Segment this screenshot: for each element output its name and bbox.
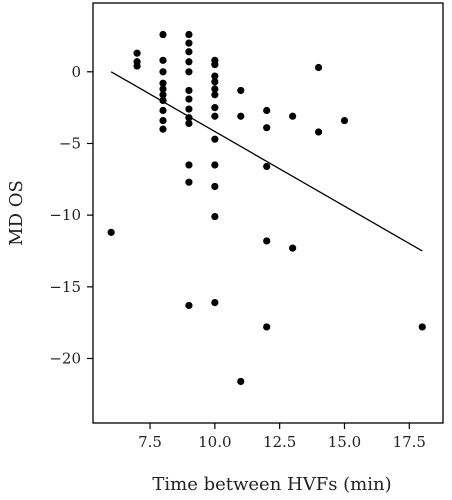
data-point [185, 161, 193, 169]
data-point [211, 85, 219, 93]
regression-line-group [110, 71, 423, 252]
data-points [107, 30, 426, 386]
data-point [211, 91, 219, 99]
data-point [185, 114, 193, 122]
x-axis-ticks: 7.5 10.0 12.5 15.0 17.5 [138, 423, 426, 451]
data-point [185, 30, 193, 39]
data-point [211, 104, 219, 112]
data-point [159, 91, 167, 99]
data-point [159, 68, 167, 76]
data-point [314, 63, 323, 72]
data-point [289, 112, 297, 120]
data-point [211, 135, 219, 143]
data-point [159, 30, 167, 39]
data-point [159, 56, 167, 64]
data-point [237, 112, 245, 120]
data-point [314, 128, 323, 136]
data-point [263, 237, 271, 245]
x-tick-label: 10.0 [198, 433, 231, 451]
data-point [185, 95, 193, 103]
data-point [107, 228, 115, 236]
data-point [185, 58, 193, 66]
data-point [211, 212, 219, 221]
data-point [263, 124, 271, 132]
data-point [211, 61, 219, 69]
y-tick-label: −10 [49, 206, 81, 224]
data-point [159, 106, 167, 115]
data-point [211, 298, 219, 307]
data-point [159, 96, 167, 105]
y-tick-label: −5 [59, 134, 81, 152]
x-tick-label: 12.5 [263, 433, 296, 451]
data-point [211, 182, 219, 191]
data-point [185, 48, 193, 56]
data-point [211, 112, 219, 120]
data-point [133, 49, 141, 57]
x-tick-label: 7.5 [138, 433, 162, 451]
data-point [185, 105, 193, 113]
data-point [159, 116, 167, 125]
x-tick-label: 17.5 [393, 433, 426, 451]
data-point [185, 178, 193, 186]
data-point [159, 85, 167, 93]
y-tick-label: −20 [49, 349, 81, 367]
data-point [237, 86, 245, 95]
data-point [211, 78, 219, 86]
data-point [159, 79, 167, 87]
plot-frame [92, 2, 444, 424]
y-tick-label: −15 [49, 278, 81, 296]
data-point [185, 119, 193, 128]
data-point [263, 162, 271, 171]
data-point [133, 62, 141, 70]
data-point [211, 72, 219, 80]
data-point [185, 68, 193, 76]
data-point [185, 39, 193, 47]
data-point [211, 161, 219, 169]
data-point [263, 106, 271, 115]
data-point [237, 377, 245, 386]
y-axis-title: MD OS [6, 180, 27, 246]
y-tick-label: 0 [71, 63, 81, 81]
data-point [263, 323, 271, 331]
data-point [185, 301, 193, 310]
data-point [159, 125, 167, 133]
x-axis-title: Time between HVFs (min) [152, 474, 391, 495]
y-axis-ticks: 0 −5 −10 −15 −20 [49, 63, 93, 367]
x-tick-label: 15.0 [328, 433, 361, 451]
data-point [340, 116, 349, 125]
data-point [185, 86, 193, 95]
regression-line [110, 71, 423, 252]
data-point [418, 323, 426, 331]
data-point [289, 244, 297, 252]
